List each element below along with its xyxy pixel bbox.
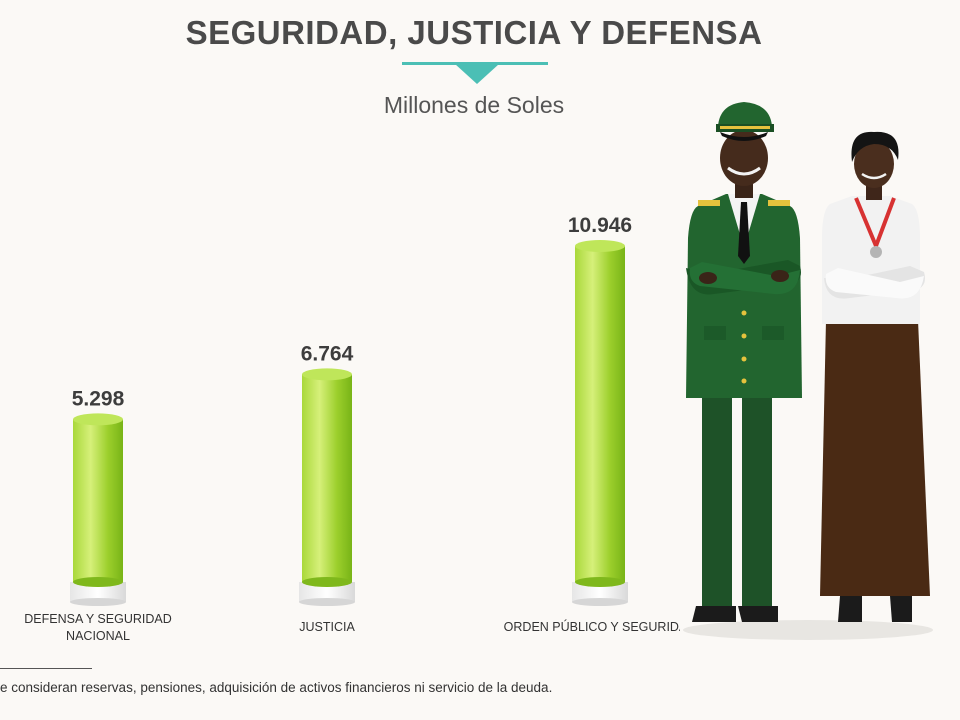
bar-base-bottom xyxy=(70,598,126,606)
bar-top xyxy=(302,368,352,381)
bar-group: 10.946 ORDEN PÚBLICO Y SEGURIDAD xyxy=(504,214,680,634)
police-officer-icon xyxy=(686,102,802,622)
bar-base-bottom xyxy=(572,598,628,606)
footnote: e consideran reservas, pensiones, adquis… xyxy=(0,680,553,695)
category-label: ORDEN PÚBLICO Y SEGURIDAD xyxy=(504,619,680,634)
bar-base xyxy=(572,582,628,602)
bar-chart: 5.298 DEFENSA Y SEGURIDAD NACIONAL 6.764 JUS… xyxy=(24,214,680,643)
bar-value-label: 10.946 xyxy=(568,214,632,237)
bar xyxy=(575,246,625,582)
bar-bottom xyxy=(302,577,352,587)
category-label: NACIONAL xyxy=(66,629,130,643)
footnote-divider xyxy=(0,668,92,669)
bar xyxy=(302,374,352,582)
illustration xyxy=(683,102,933,640)
bar-base-bottom xyxy=(299,598,355,606)
bar-group: 5.298 DEFENSA Y SEGURIDAD NACIONAL xyxy=(24,387,172,643)
bar-base xyxy=(299,582,355,602)
bar-top xyxy=(73,413,123,426)
title-underline xyxy=(402,62,548,65)
bar-value-label: 5.298 xyxy=(72,387,125,410)
chart-title: SEGURIDAD, JUSTICIA Y DEFENSA xyxy=(185,14,763,51)
woman-with-medal-icon xyxy=(820,131,930,622)
title-pointer-icon xyxy=(455,64,499,84)
bar xyxy=(73,419,123,582)
chart-subtitle: Millones de Soles xyxy=(383,92,565,118)
bar-base xyxy=(70,582,126,602)
title-underline-bar xyxy=(402,62,548,65)
bar-group: 6.764 JUSTICIA xyxy=(299,342,355,634)
bar-value-label: 6.764 xyxy=(301,342,354,365)
bar-bottom xyxy=(575,577,625,587)
bar-top xyxy=(575,240,625,252)
category-label: DEFENSA Y SEGURIDAD xyxy=(24,612,172,626)
category-label: JUSTICIA xyxy=(299,620,355,634)
bar-bottom xyxy=(73,577,123,587)
